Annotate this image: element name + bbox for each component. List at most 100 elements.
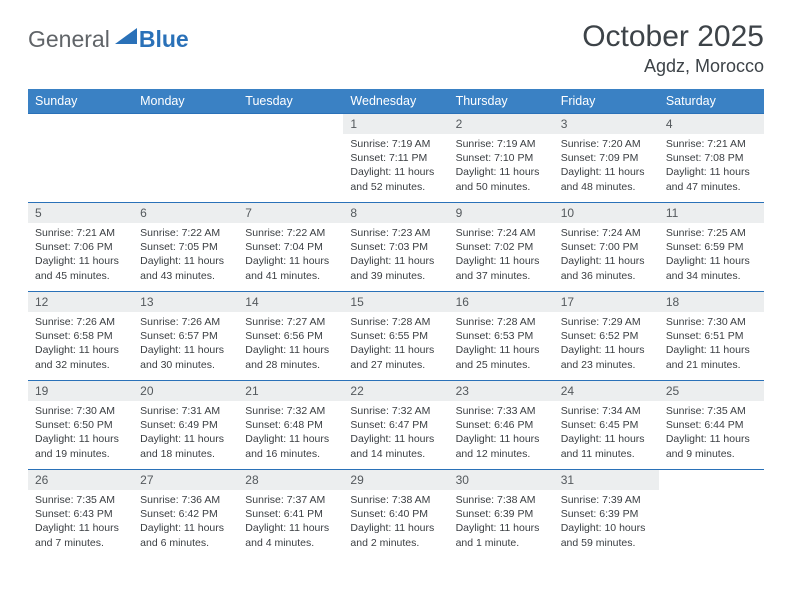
calendar-day-cell: 10Sunrise: 7:24 AMSunset: 7:00 PMDayligh…	[554, 203, 659, 292]
calendar-day-cell: 18Sunrise: 7:30 AMSunset: 6:51 PMDayligh…	[659, 292, 764, 381]
day-info: Sunrise: 7:19 AMSunset: 7:11 PMDaylight:…	[343, 134, 448, 198]
calendar-day-cell: 8Sunrise: 7:23 AMSunset: 7:03 PMDaylight…	[343, 203, 448, 292]
col-saturday: Saturday	[659, 89, 764, 114]
day-number: 8	[343, 203, 448, 223]
calendar-week-row: 5Sunrise: 7:21 AMSunset: 7:06 PMDaylight…	[28, 203, 764, 292]
day-number: 10	[554, 203, 659, 223]
day-number: 1	[343, 114, 448, 134]
day-number: 20	[133, 381, 238, 401]
calendar-week-row: 19Sunrise: 7:30 AMSunset: 6:50 PMDayligh…	[28, 381, 764, 470]
day-number: 3	[554, 114, 659, 134]
day-number: 14	[238, 292, 343, 312]
calendar-week-row: 26Sunrise: 7:35 AMSunset: 6:43 PMDayligh…	[28, 470, 764, 559]
calendar-day-cell	[659, 470, 764, 559]
calendar-week-row: 12Sunrise: 7:26 AMSunset: 6:58 PMDayligh…	[28, 292, 764, 381]
logo-text-blue: Blue	[139, 26, 189, 53]
day-info: Sunrise: 7:35 AMSunset: 6:44 PMDaylight:…	[659, 401, 764, 465]
calendar-day-cell: 12Sunrise: 7:26 AMSunset: 6:58 PMDayligh…	[28, 292, 133, 381]
calendar-table: Sunday Monday Tuesday Wednesday Thursday…	[28, 89, 764, 559]
col-friday: Friday	[554, 89, 659, 114]
page-header: General Blue October 2025 Agdz, Morocco	[28, 20, 764, 77]
weekday-header-row: Sunday Monday Tuesday Wednesday Thursday…	[28, 89, 764, 114]
logo-triangle-icon	[115, 28, 137, 44]
day-number: 2	[449, 114, 554, 134]
calendar-day-cell: 20Sunrise: 7:31 AMSunset: 6:49 PMDayligh…	[133, 381, 238, 470]
day-info: Sunrise: 7:36 AMSunset: 6:42 PMDaylight:…	[133, 490, 238, 554]
title-block: October 2025 Agdz, Morocco	[582, 20, 764, 77]
day-info: Sunrise: 7:19 AMSunset: 7:10 PMDaylight:…	[449, 134, 554, 198]
day-number: 21	[238, 381, 343, 401]
calendar-day-cell: 21Sunrise: 7:32 AMSunset: 6:48 PMDayligh…	[238, 381, 343, 470]
day-number: 17	[554, 292, 659, 312]
day-info: Sunrise: 7:32 AMSunset: 6:48 PMDaylight:…	[238, 401, 343, 465]
day-number: 24	[554, 381, 659, 401]
day-number: 6	[133, 203, 238, 223]
day-number: 9	[449, 203, 554, 223]
location-label: Agdz, Morocco	[582, 56, 764, 77]
day-info: Sunrise: 7:35 AMSunset: 6:43 PMDaylight:…	[28, 490, 133, 554]
calendar-day-cell: 26Sunrise: 7:35 AMSunset: 6:43 PMDayligh…	[28, 470, 133, 559]
calendar-day-cell: 16Sunrise: 7:28 AMSunset: 6:53 PMDayligh…	[449, 292, 554, 381]
calendar-day-cell: 29Sunrise: 7:38 AMSunset: 6:40 PMDayligh…	[343, 470, 448, 559]
day-number: 12	[28, 292, 133, 312]
day-number: 26	[28, 470, 133, 490]
calendar-day-cell: 11Sunrise: 7:25 AMSunset: 6:59 PMDayligh…	[659, 203, 764, 292]
day-number: 5	[28, 203, 133, 223]
calendar-day-cell	[238, 114, 343, 203]
calendar-day-cell: 27Sunrise: 7:36 AMSunset: 6:42 PMDayligh…	[133, 470, 238, 559]
calendar-day-cell: 2Sunrise: 7:19 AMSunset: 7:10 PMDaylight…	[449, 114, 554, 203]
day-info: Sunrise: 7:38 AMSunset: 6:39 PMDaylight:…	[449, 490, 554, 554]
calendar-day-cell: 7Sunrise: 7:22 AMSunset: 7:04 PMDaylight…	[238, 203, 343, 292]
day-info: Sunrise: 7:20 AMSunset: 7:09 PMDaylight:…	[554, 134, 659, 198]
calendar-day-cell: 1Sunrise: 7:19 AMSunset: 7:11 PMDaylight…	[343, 114, 448, 203]
day-number: 23	[449, 381, 554, 401]
day-info: Sunrise: 7:24 AMSunset: 7:02 PMDaylight:…	[449, 223, 554, 287]
day-info: Sunrise: 7:38 AMSunset: 6:40 PMDaylight:…	[343, 490, 448, 554]
col-wednesday: Wednesday	[343, 89, 448, 114]
month-title: October 2025	[582, 20, 764, 54]
day-number: 16	[449, 292, 554, 312]
day-number: 31	[554, 470, 659, 490]
calendar-day-cell: 22Sunrise: 7:32 AMSunset: 6:47 PMDayligh…	[343, 381, 448, 470]
day-info: Sunrise: 7:26 AMSunset: 6:57 PMDaylight:…	[133, 312, 238, 376]
day-number: 4	[659, 114, 764, 134]
day-info: Sunrise: 7:29 AMSunset: 6:52 PMDaylight:…	[554, 312, 659, 376]
day-info: Sunrise: 7:22 AMSunset: 7:05 PMDaylight:…	[133, 223, 238, 287]
day-info: Sunrise: 7:39 AMSunset: 6:39 PMDaylight:…	[554, 490, 659, 554]
calendar-day-cell: 19Sunrise: 7:30 AMSunset: 6:50 PMDayligh…	[28, 381, 133, 470]
day-number: 13	[133, 292, 238, 312]
calendar-day-cell: 25Sunrise: 7:35 AMSunset: 6:44 PMDayligh…	[659, 381, 764, 470]
calendar-day-cell: 3Sunrise: 7:20 AMSunset: 7:09 PMDaylight…	[554, 114, 659, 203]
day-info: Sunrise: 7:28 AMSunset: 6:53 PMDaylight:…	[449, 312, 554, 376]
calendar-day-cell: 24Sunrise: 7:34 AMSunset: 6:45 PMDayligh…	[554, 381, 659, 470]
calendar-day-cell: 17Sunrise: 7:29 AMSunset: 6:52 PMDayligh…	[554, 292, 659, 381]
day-info: Sunrise: 7:32 AMSunset: 6:47 PMDaylight:…	[343, 401, 448, 465]
calendar-day-cell	[28, 114, 133, 203]
day-number: 7	[238, 203, 343, 223]
day-info: Sunrise: 7:25 AMSunset: 6:59 PMDaylight:…	[659, 223, 764, 287]
day-info: Sunrise: 7:21 AMSunset: 7:08 PMDaylight:…	[659, 134, 764, 198]
calendar-day-cell: 15Sunrise: 7:28 AMSunset: 6:55 PMDayligh…	[343, 292, 448, 381]
calendar-day-cell: 30Sunrise: 7:38 AMSunset: 6:39 PMDayligh…	[449, 470, 554, 559]
col-sunday: Sunday	[28, 89, 133, 114]
day-number: 27	[133, 470, 238, 490]
day-info: Sunrise: 7:26 AMSunset: 6:58 PMDaylight:…	[28, 312, 133, 376]
day-info: Sunrise: 7:28 AMSunset: 6:55 PMDaylight:…	[343, 312, 448, 376]
calendar-day-cell	[133, 114, 238, 203]
day-number: 25	[659, 381, 764, 401]
day-number: 30	[449, 470, 554, 490]
day-info: Sunrise: 7:34 AMSunset: 6:45 PMDaylight:…	[554, 401, 659, 465]
calendar-day-cell: 9Sunrise: 7:24 AMSunset: 7:02 PMDaylight…	[449, 203, 554, 292]
calendar-day-cell: 28Sunrise: 7:37 AMSunset: 6:41 PMDayligh…	[238, 470, 343, 559]
day-number: 19	[28, 381, 133, 401]
day-info: Sunrise: 7:24 AMSunset: 7:00 PMDaylight:…	[554, 223, 659, 287]
calendar-day-cell: 23Sunrise: 7:33 AMSunset: 6:46 PMDayligh…	[449, 381, 554, 470]
day-number: 18	[659, 292, 764, 312]
calendar-day-cell: 31Sunrise: 7:39 AMSunset: 6:39 PMDayligh…	[554, 470, 659, 559]
calendar-day-cell: 5Sunrise: 7:21 AMSunset: 7:06 PMDaylight…	[28, 203, 133, 292]
day-info: Sunrise: 7:22 AMSunset: 7:04 PMDaylight:…	[238, 223, 343, 287]
calendar-day-cell: 14Sunrise: 7:27 AMSunset: 6:56 PMDayligh…	[238, 292, 343, 381]
calendar-week-row: 1Sunrise: 7:19 AMSunset: 7:11 PMDaylight…	[28, 114, 764, 203]
day-info: Sunrise: 7:30 AMSunset: 6:51 PMDaylight:…	[659, 312, 764, 376]
day-info: Sunrise: 7:31 AMSunset: 6:49 PMDaylight:…	[133, 401, 238, 465]
